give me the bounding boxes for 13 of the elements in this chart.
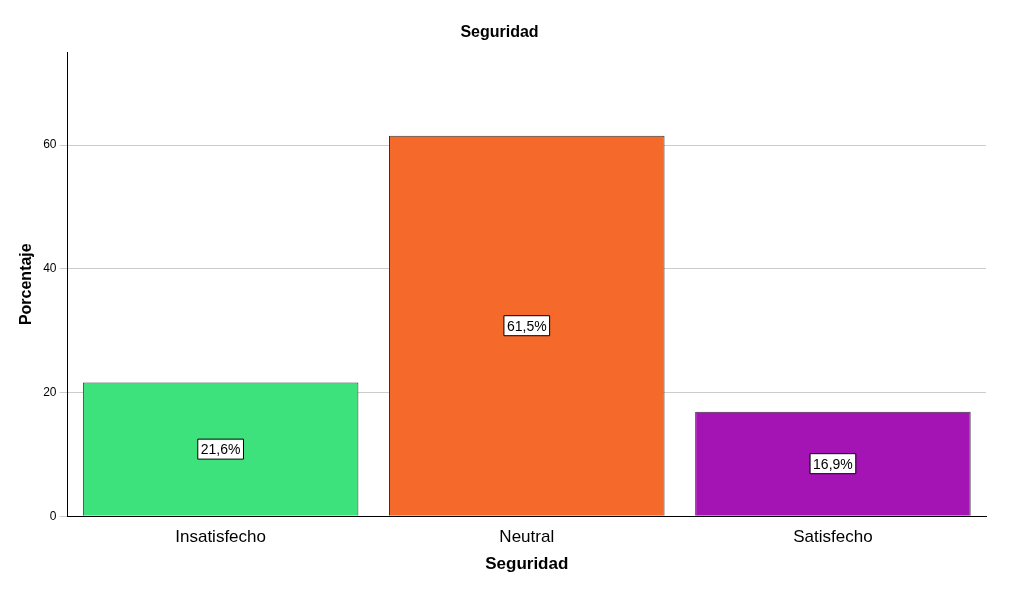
x-tick-label: Neutral	[499, 527, 555, 547]
data-label: 61,5%	[506, 317, 547, 334]
x-tick-label: Satisfecho	[793, 527, 873, 547]
y-tick-label: 0	[49, 508, 57, 523]
y-tick-label: 20	[43, 384, 57, 399]
y-tick-label: 40	[43, 261, 57, 276]
x-tick-label: Insatisfecho	[175, 527, 266, 547]
y-axis-title: Porcentaje	[17, 243, 35, 326]
data-label: 16,9%	[813, 455, 853, 472]
y-tick-label: 60	[43, 137, 57, 152]
data-label: 21,6%	[200, 440, 241, 457]
x-axis-title: Seguridad	[485, 554, 569, 574]
chart-title: Seguridad	[460, 23, 539, 41]
